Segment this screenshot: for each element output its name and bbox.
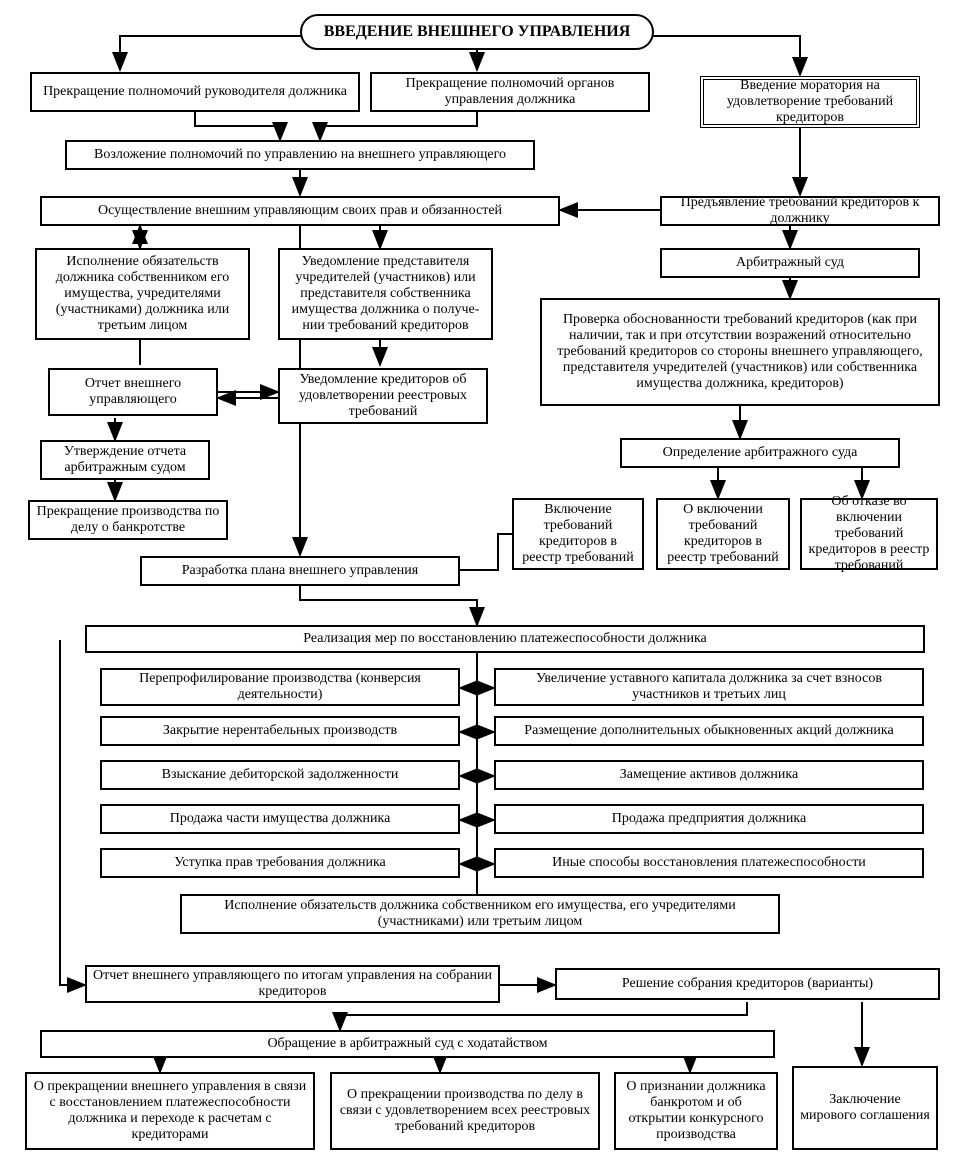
- node-n1: Прекращение полномочий руководителя долж…: [30, 72, 360, 112]
- title-node: ВВЕДЕНИЕ ВНЕШНЕГО УПРАВЛЕНИЯ: [300, 14, 654, 50]
- node-n21: Отчет внешнего управляющего по итогам уп…: [85, 965, 500, 1003]
- node-m2: Увеличение уставного капитала должника з…: [494, 668, 924, 706]
- node-n15: Прекращение производства по делу о банкр…: [28, 500, 228, 540]
- node-n3: Введение моратория на удовлетворение тре…: [700, 76, 920, 128]
- node-n4: Возложение полномочий по управлению на в…: [65, 140, 535, 170]
- node-m5: Взыскание дебиторской задолженности: [100, 760, 460, 790]
- node-n8: Уведомление представителя учредителей (у…: [278, 248, 493, 340]
- node-n22: Решение собрания кредиторов (варианты): [555, 968, 940, 1000]
- node-o4: Заключение мирового соглашения: [792, 1066, 938, 1150]
- node-n9: Арбитражный суд: [660, 248, 920, 278]
- node-n11: Отчет внешнего управляющего: [48, 368, 218, 416]
- node-n7: Исполнение обязательств должника собстве…: [35, 248, 250, 340]
- node-n13: Утверждение отчета арбитражным судом: [40, 440, 210, 480]
- node-n10: Проверка обоснованности требований креди…: [540, 298, 940, 406]
- node-n16: Включение требований кредиторов в реестр…: [512, 498, 644, 570]
- node-m7: Продажа части имущества должника: [100, 804, 460, 834]
- node-o2: О прекращении производства по делу в свя…: [330, 1072, 600, 1150]
- node-m9: Уступка прав требования должника: [100, 848, 460, 878]
- node-m8: Продажа предприятия должника: [494, 804, 924, 834]
- node-m4: Размещение дополнительных обыкновенных а…: [494, 716, 924, 746]
- node-n18: Об отказе во включе­нии требований креди…: [800, 498, 938, 570]
- node-n6: Предъявление требований кредиторов к дол…: [660, 196, 940, 226]
- node-n2: Прекращение полномочий органов управлени…: [370, 72, 650, 112]
- node-n14: Определение арбитражного суда: [620, 438, 900, 468]
- node-m3: Закрытие нерентабельных производств: [100, 716, 460, 746]
- node-n20: Реализация мер по восстановлению платеже…: [85, 625, 925, 653]
- node-n12: Уведомление кредиторов об удовлетворении…: [278, 368, 488, 424]
- node-m10: Иные способы восстановления платежеспосо…: [494, 848, 924, 878]
- node-n5: Осуществление внешним управляющим своих …: [40, 196, 560, 226]
- node-m6: Замещение активов должника: [494, 760, 924, 790]
- node-n23: Обращение в арбитражный суд с ходатайств…: [40, 1030, 775, 1058]
- node-o1: О прекращении внешнего управления в связ…: [25, 1072, 315, 1150]
- node-o3: О признании должника банкротом и об откр…: [614, 1072, 778, 1150]
- node-n19: Разработка плана внешнего управления: [140, 556, 460, 586]
- node-m11: Исполнение обязательств должника собстве…: [180, 894, 780, 934]
- flowchart-canvas: ВВЕДЕНИЕ ВНЕШНЕГО УПРАВЛЕНИЯ Прекращение…: [0, 0, 954, 1168]
- node-m1: Перепрофилирование производства (конверс…: [100, 668, 460, 706]
- node-n17: О включении требований кредиторов в реес…: [656, 498, 790, 570]
